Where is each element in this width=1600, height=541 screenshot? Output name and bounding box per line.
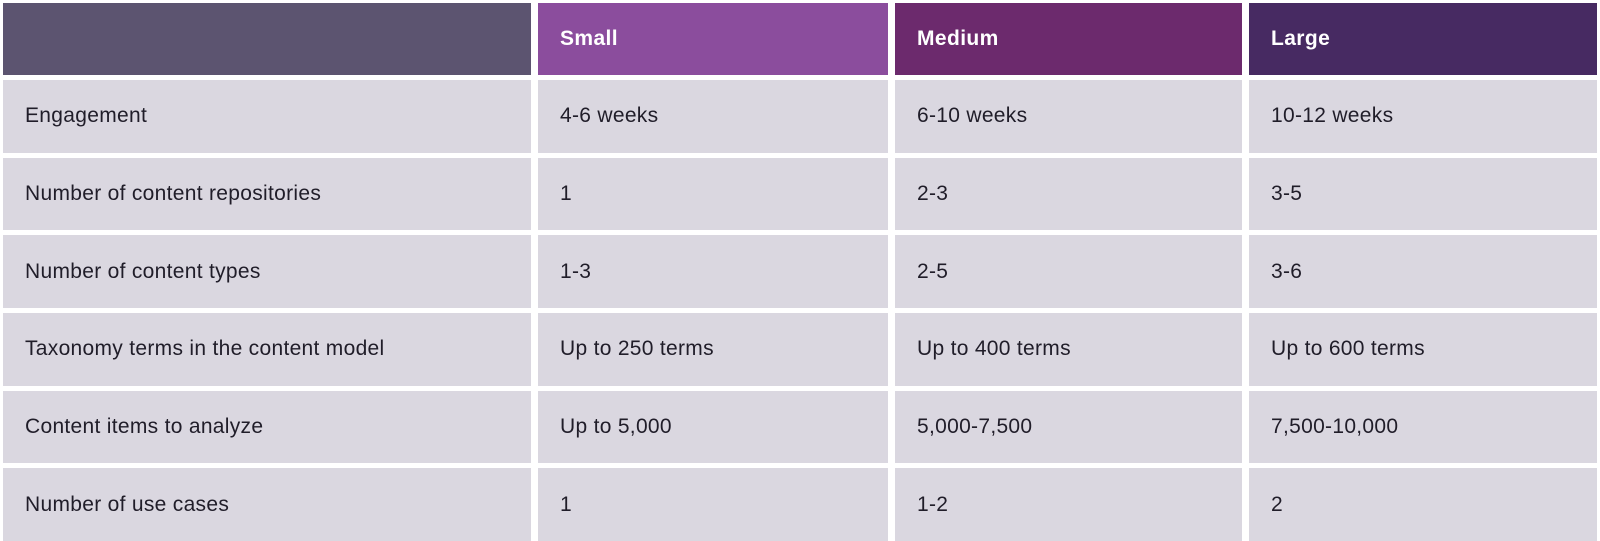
value-cell: 6-10 weeks [895,80,1242,153]
value-cell: 1 [538,157,888,231]
value-cell: 1-2 [895,468,1242,541]
row-label-cell: Taxonomy terms in the content model [3,312,531,386]
value-cell: 3-6 [1249,235,1597,308]
header-cell-large: Large [1249,3,1597,75]
row-label-cell: Content items to analyze [3,390,531,464]
header-cell-small: Small [538,3,888,75]
row-label-cell: Engagement [3,80,531,153]
value-cell: 2-3 [895,157,1242,231]
header-corner-cell [3,3,531,75]
value-cell: Up to 5,000 [538,390,888,464]
header-cell-medium: Medium [895,3,1242,75]
value-cell: Up to 400 terms [895,312,1242,386]
value-cell: Up to 250 terms [538,312,888,386]
value-cell: 4-6 weeks [538,80,888,153]
value-cell: 7,500-10,000 [1249,390,1597,464]
value-cell: 2 [1249,468,1597,541]
value-cell: 1 [538,468,888,541]
row-label-cell: Number of content types [3,235,531,308]
value-cell: 5,000-7,500 [895,390,1242,464]
value-cell: 10-12 weeks [1249,80,1597,153]
value-cell: 2-5 [895,235,1242,308]
value-cell: Up to 600 terms [1249,312,1597,386]
sizing-comparison-table: Small Medium Large Engagement 4-6 weeks 6-10 … [3,3,1597,541]
value-cell: 3-5 [1249,157,1597,231]
value-cell: 1-3 [538,235,888,308]
row-label-cell: Number of use cases [3,468,531,541]
row-label-cell: Number of content repositories [3,157,531,231]
